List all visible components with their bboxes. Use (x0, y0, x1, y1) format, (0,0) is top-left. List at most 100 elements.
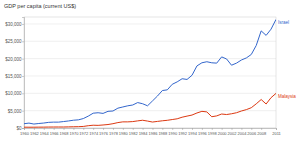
x-tick-label: 1966 (50, 131, 60, 136)
x-tick-mark (202, 128, 203, 130)
x-tick-label: 1970 (69, 131, 79, 136)
x-tick: 1992 (178, 128, 188, 136)
x-tick-mark (73, 128, 74, 130)
series-group (24, 19, 276, 127)
x-tick-label: 2008 (257, 131, 267, 136)
x-tick-label: 2004 (237, 131, 247, 136)
x-tick-mark (182, 128, 183, 130)
x-tick-mark (276, 128, 277, 130)
y-axis: $0$5,000$10,000$15,000$20,000$25,000$30,… (5, 18, 24, 131)
x-tick-mark (152, 128, 153, 130)
x-tick-mark (103, 128, 104, 130)
y-tick-label: $20,000 (5, 57, 22, 62)
x-tick-label: 1962 (30, 131, 40, 136)
x-tick-mark (93, 128, 94, 130)
x-tick-label: 1972 (79, 131, 89, 136)
y-tick-mark (22, 128, 24, 129)
grid-line (24, 110, 276, 111)
x-tick-label: 1996 (198, 131, 208, 136)
x-tick: 1988 (158, 128, 168, 136)
x-tick-label: 2011 (272, 131, 281, 136)
x-tick-mark (241, 128, 242, 130)
x-tick-mark (54, 128, 55, 130)
x-axis-line (25, 129, 277, 131)
x-tick-label: 1986 (149, 131, 159, 136)
x-tick-mark (212, 128, 213, 130)
x-tick-mark (83, 128, 84, 130)
x-tick: 2008 (257, 128, 267, 136)
y-tick-mark (22, 93, 24, 94)
x-tick: 1986 (149, 128, 159, 136)
x-axis: 1960196219641966196819701972197419761978… (20, 128, 282, 136)
x-tick-mark (222, 128, 223, 130)
y-axis-line (22, 18, 25, 129)
y-tick-mark (22, 111, 24, 112)
x-tick-label: 1990 (168, 131, 178, 136)
grid-line (24, 23, 276, 24)
x-tick-label: 1978 (109, 131, 119, 136)
x-tick: 2006 (247, 128, 257, 136)
x-tick-mark (232, 128, 233, 130)
series-line (24, 93, 276, 127)
plot-frame (24, 17, 276, 128)
x-tick: 1980 (119, 128, 129, 136)
x-tick-label: 2002 (228, 131, 238, 136)
x-tick-label: 1988 (158, 131, 168, 136)
x-tick: 1962 (30, 128, 40, 136)
x-tick: 2002 (228, 128, 238, 136)
plot: $0$5,000$10,000$15,000$20,000$25,000$30,… (5, 17, 296, 136)
x-tick: 1960 (20, 128, 30, 136)
y-tick: $10,000 (5, 91, 24, 96)
x-tick-label: 1998 (208, 131, 218, 136)
x-tick: 2011 (272, 128, 281, 136)
x-tick: 2000 (218, 128, 228, 136)
y-tick: $30,000 (5, 22, 24, 27)
x-tick-label: 1974 (89, 131, 99, 136)
chart: GDP per capita (current US$)$0$5,000$10,… (0, 0, 300, 141)
y-tick-label: $5,000 (8, 109, 22, 114)
x-tick-mark (64, 128, 65, 130)
x-tick: 1994 (188, 128, 198, 136)
y-tick-mark (22, 41, 24, 42)
x-tick-mark (143, 128, 144, 130)
x-tick: 1968 (60, 128, 70, 136)
x-tick-label: 1960 (20, 131, 30, 136)
x-tick-mark (261, 128, 262, 130)
grid-line (24, 58, 276, 59)
title: GDP per capita (current US$) (4, 3, 76, 9)
series-line (24, 19, 276, 124)
x-tick-label: 2006 (247, 131, 257, 136)
x-tick: 1964 (40, 128, 50, 136)
x-tick: 1982 (129, 128, 139, 136)
series-labels: IsraelMalaysia (278, 20, 296, 99)
y-tick-mark (22, 24, 24, 25)
y-tick-label: $10,000 (5, 91, 22, 96)
x-tick-mark (34, 128, 35, 130)
y-tick-mark (22, 76, 24, 77)
grid (24, 24, 276, 128)
grid-line (24, 75, 276, 76)
x-tick: 1972 (79, 128, 89, 136)
y-tick: $20,000 (5, 57, 24, 62)
grid-line (24, 93, 276, 94)
x-tick-mark (113, 128, 114, 130)
x-tick-label: 1968 (60, 131, 70, 136)
series-label: Malaysia (278, 94, 296, 99)
x-tick-mark (123, 128, 124, 130)
x-tick: 1966 (50, 128, 60, 136)
x-tick: 1990 (168, 128, 178, 136)
x-tick: 1996 (198, 128, 208, 136)
grid-line (24, 41, 276, 42)
x-tick: 1998 (208, 128, 218, 136)
x-tick-mark (24, 128, 25, 130)
x-tick-label: 1980 (119, 131, 129, 136)
x-tick-label: 1984 (139, 131, 149, 136)
y-tick: $5,000 (8, 109, 24, 114)
y-tick: $15,000 (5, 74, 24, 79)
x-tick: 1970 (69, 128, 79, 136)
x-tick-mark (133, 128, 134, 130)
x-tick: 1974 (89, 128, 99, 136)
y-tick-label: $30,000 (5, 22, 22, 27)
x-tick-mark (162, 128, 163, 130)
y-tick-mark (22, 59, 24, 60)
